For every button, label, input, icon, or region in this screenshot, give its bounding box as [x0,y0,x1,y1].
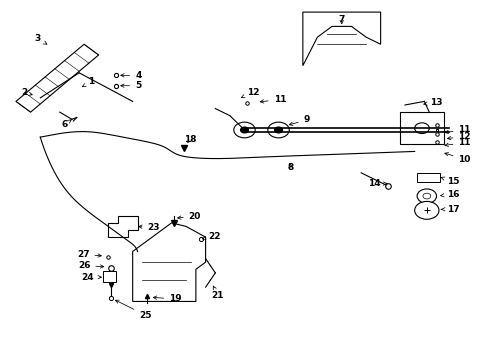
Text: 12: 12 [241,88,259,98]
Circle shape [422,193,430,199]
Text: 23: 23 [139,222,160,231]
Text: 9: 9 [289,116,309,126]
Text: 12: 12 [447,132,470,141]
Text: 11: 11 [444,138,470,147]
Bar [399,112,443,144]
Text: 19: 19 [153,294,182,303]
Text: 4: 4 [121,71,141,80]
Text: 6: 6 [61,120,71,129]
Circle shape [274,127,282,133]
Text: 8: 8 [287,163,293,172]
Text: 18: 18 [183,135,196,144]
Polygon shape [108,216,137,237]
Circle shape [267,122,288,138]
Polygon shape [16,44,99,112]
Text: 16: 16 [440,190,458,199]
Text: 10: 10 [444,153,470,164]
Text: 11: 11 [260,95,285,104]
Text: 7: 7 [338,15,344,24]
Circle shape [233,122,255,138]
Text: 2: 2 [21,88,32,97]
Text: 14: 14 [368,179,386,188]
Text: 22: 22 [202,232,220,241]
Circle shape [414,202,438,219]
Text: 20: 20 [177,212,201,221]
Polygon shape [132,223,205,301]
Circle shape [240,127,248,133]
Text: 5: 5 [121,81,141,90]
Text: 11: 11 [444,126,470,135]
Bar [416,173,440,182]
Text: 27: 27 [77,250,101,259]
Circle shape [414,123,428,134]
Text: 21: 21 [211,286,224,300]
Text: 17: 17 [440,205,458,214]
Bar [103,271,116,282]
Circle shape [416,189,436,203]
Text: 24: 24 [81,273,101,282]
Text: 1: 1 [82,77,94,87]
Text: 26: 26 [78,261,103,270]
Text: 13: 13 [423,98,442,107]
Text: 3: 3 [35,35,47,44]
Polygon shape [302,12,380,66]
Text: 25: 25 [115,300,151,320]
Text: 15: 15 [440,177,458,186]
